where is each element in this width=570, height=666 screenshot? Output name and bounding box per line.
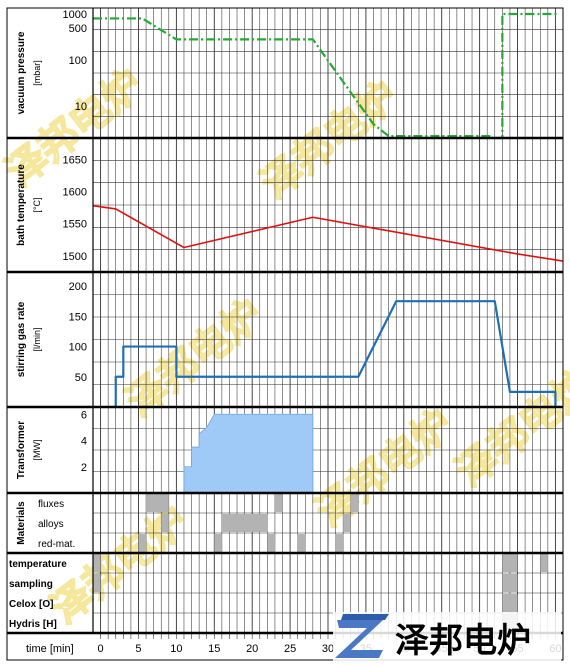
events-block-0-0: [93, 554, 101, 572]
events-row-label-1: sampling: [9, 579, 53, 590]
vacuum-tick-label-1: 500: [69, 23, 87, 35]
events-block-1-1: [502, 574, 518, 592]
transformer-axis-unit: [MW]: [32, 440, 42, 461]
materials-block-2-1: [214, 534, 222, 552]
series-layer: [92, 12, 564, 632]
gas-tick-label-1: 150: [69, 311, 87, 323]
x-tick-label-5: 25: [284, 643, 296, 655]
watermark-text-1: 泽邦电炉: [253, 73, 407, 208]
materials-block-1-2: [343, 514, 351, 532]
materials-block-2-0: [138, 534, 147, 552]
x-tick-label-2: 10: [170, 643, 182, 655]
materials-block-1-0: [161, 514, 169, 532]
vacuum-axis-unit: [mbar]: [32, 60, 42, 86]
materials-row-label-0: fluxes: [38, 499, 64, 510]
materials-block-0-1: [274, 494, 283, 512]
events-row-label-3: Hydris [H]: [9, 619, 57, 630]
gas-tick-label-0: 200: [69, 281, 87, 293]
watermark-text-2: 泽邦电炉: [118, 291, 272, 426]
panel-borders: [6, 7, 564, 661]
events-row-label-2: Celox [O]: [9, 599, 53, 610]
bath-axis-unit: [°C]: [32, 197, 42, 212]
gas-axis-unit: [l/min]: [32, 327, 42, 351]
bath-tick-label-2: 1550: [63, 219, 87, 231]
logo-z-icon: [335, 620, 383, 658]
events-block-1-0: [93, 574, 101, 592]
materials-block-1-1: [221, 514, 268, 532]
vacuum-series-line: [93, 12, 560, 140]
bath-axis-title: bath temperature: [16, 164, 27, 246]
gas-axis-title: stirring gas rate: [16, 301, 27, 377]
bath-series-line: [92, 204, 564, 262]
events-block-0-1: [502, 554, 518, 572]
outer-frame: [6, 7, 564, 661]
materials-row-label-2: red-mat.: [38, 539, 75, 550]
materials-block-2-2: [267, 534, 275, 552]
vacuum-tick-label-2: 100: [69, 55, 87, 67]
bath-tick-label-0: 1650: [63, 154, 87, 166]
transformer-axis-title: Transformer: [16, 421, 27, 479]
brand-logo: 泽邦电炉: [333, 612, 561, 662]
vacuum-tick-label-3: 10: [75, 101, 87, 113]
materials-title: Materials: [16, 501, 27, 545]
materials-block-0-2: [350, 494, 359, 512]
bath-tick-label-3: 1500: [63, 251, 87, 263]
x-tick-label-3: 15: [208, 643, 220, 655]
x-tick-label-1: 5: [135, 643, 141, 655]
x-axis-title: time [min]: [26, 643, 74, 655]
events-block-2-0: [502, 594, 518, 612]
x-tick-label-6: 30: [322, 643, 334, 655]
x-tick-label-4: 20: [246, 643, 258, 655]
transformer-tick-label-0: 6: [81, 409, 87, 421]
transformer-tick-label-2: 2: [81, 462, 87, 474]
x-tick-label-0: 0: [98, 643, 104, 655]
materials-row-label-1: alloys: [38, 519, 64, 530]
watermark-text-3: 泽邦电炉: [308, 401, 462, 536]
materials-block-2-4: [335, 534, 344, 552]
gas-series-line: [114, 300, 557, 407]
transformer-tick-label-1: 4: [81, 436, 87, 448]
vacuum-tick-label-0: 1000: [63, 9, 87, 21]
events-block-0-2: [540, 554, 548, 572]
events-row-label-0: temperature: [9, 559, 67, 570]
transformer-area: [183, 413, 314, 494]
logo-text: 泽邦电炉: [395, 621, 531, 661]
vacuum-axis-title: vacuum pressure: [16, 31, 27, 114]
materials-block-2-3: [297, 534, 306, 552]
gas-tick-label-3: 50: [75, 372, 87, 384]
logo-z-accent-icon: [341, 614, 389, 620]
gas-tick-label-2: 100: [69, 342, 87, 354]
materials-block-0-0: [146, 494, 169, 512]
bath-tick-label-1: 1600: [63, 187, 87, 199]
